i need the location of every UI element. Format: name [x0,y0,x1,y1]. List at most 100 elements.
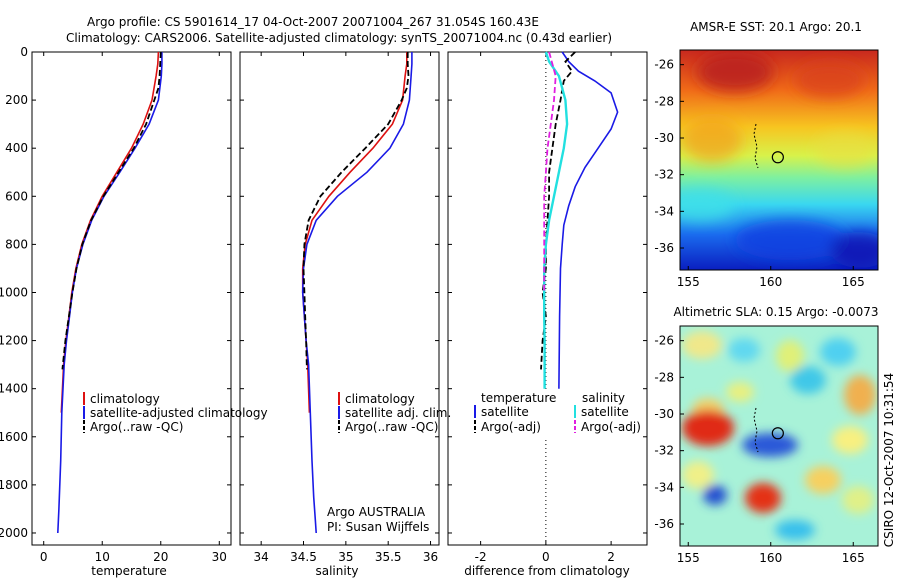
sla-eddy [776,340,804,372]
sst-map-frame [679,49,879,271]
map-x-tick-label: 155 [677,551,700,565]
series-line-salinity-satellite [543,51,569,389]
x-tick-label: 36 [423,550,438,564]
y-tick-label: 0 [20,45,28,59]
sla-eddy [844,375,876,415]
salinity-annotation-line2: PI: Susan Wijffels [327,520,429,534]
legend-temperature-header: temperature [481,391,556,405]
map-y-tick-label: -36 [654,241,674,255]
y-tick-label: 200 [5,93,28,107]
sla-eddy-hot [682,410,734,446]
y-tick-label: 400 [5,141,28,155]
sst-mild-blob [815,132,875,168]
x-tick-label: 2 [607,550,615,564]
x-tick-label: 20 [153,550,168,564]
salinity-panel-frame [239,51,440,546]
x-tick-label: 35 [338,550,353,564]
sla-map-frame [679,325,879,547]
temperature-legend: climatology satellite-adjusted climatolo… [83,392,268,434]
legend-label-temp-argo: Argo(-adj) [481,420,541,434]
sla-eddy [820,338,856,366]
y-tick-label: 1400 [0,382,28,396]
sst-map-title: AMSR-E SST: 20.1 Argo: 20.1 [690,20,862,34]
sst-mild-blob [682,118,742,162]
legend-label-argo: Argo(..raw -QC) [345,420,438,434]
salinity-legend: climatology satellite adj. clim. Argo(..… [338,392,451,434]
map-x-tick-label: 165 [842,551,865,565]
sla-eddy [726,382,754,402]
x-tick-label: 34 [254,550,269,564]
legend-label-sal-argo: Argo(-adj) [581,420,641,434]
legend-label-climatology: climatology [345,392,415,406]
legend-label-temp-satellite: satellite [481,405,529,419]
sla-map-field [680,326,878,546]
difference-legend-bg [470,389,614,437]
sla-eddy-hot [745,483,781,513]
y-tick-label: 1000 [0,285,28,299]
sla-eddy [728,338,760,362]
difference-panel-frame [447,51,648,546]
sla-map-title: Altimetric SLA: 0.15 Argo: -0.0073 [673,305,878,319]
series-line-temperature-satellite [558,51,619,389]
sst-cold-blob [830,232,878,268]
legend-salinity-header: salinity [582,391,625,405]
difference-xlabel: difference from climatology [464,564,630,578]
salinity-annotation-line1: Argo AUSTRALIA [327,505,426,519]
x-tick-label: 10 [95,550,110,564]
figure-title-line1: Argo profile: CS 5901614_17 04-Oct-2007 … [87,15,539,29]
map-y-tick-label: -30 [654,131,674,145]
sla-eddy [805,466,841,494]
map-y-tick-label: -28 [654,94,674,108]
salinity-xlabel: salinity [315,564,358,578]
sst-map-field [680,50,878,270]
map-y-tick-label: -34 [654,480,674,494]
sla-eddy [832,426,868,454]
series-line-climatology [301,52,408,413]
series-line-climatology [60,51,160,413]
map-x-tick-label: 165 [842,275,865,289]
series-line-argo-raw-qc- [61,51,162,370]
x-tick-label: 34.5 [290,550,317,564]
y-tick-label: 1800 [0,478,28,492]
map-y-tick-label: -32 [654,444,674,458]
sla-eddy [842,486,874,514]
sla-eddy [775,520,815,540]
series-line-argo-raw-qc- [302,52,410,370]
x-tick-label: 0 [40,550,48,564]
y-tick-label: 1600 [0,430,28,444]
temperature-panel-frame [31,51,232,546]
sla-eddy [742,433,798,457]
figure-title-line2: Climatology: CARS2006. Satellite-adjuste… [66,31,612,45]
map-x-tick-label: 160 [759,275,782,289]
map-y-tick-label: -34 [654,204,674,218]
map-y-tick-label: -32 [654,168,674,182]
series-line-satellite-adj-clim- [301,52,413,534]
legend-label-sal-satellite: satellite [581,405,629,419]
map-x-tick-label: 155 [677,275,700,289]
sla-argo-marker [771,427,784,440]
sst-warm-blob [697,52,773,92]
sla-eddy [790,366,826,394]
y-tick-label: 1200 [0,334,28,348]
map-y-tick-label: -26 [654,334,674,348]
y-tick-label: 2000 [0,526,28,540]
y-tick-label: 600 [5,189,28,203]
x-tick-label: -2 [475,550,487,564]
series-line-temperature-argo-adj- [540,51,576,370]
map-y-tick-label: -36 [654,517,674,531]
legend-label-satellite-adjusted: satellite-adjusted climatology [90,406,268,420]
temperature-xlabel: temperature [91,564,166,578]
x-tick-label: 35.5 [375,550,402,564]
sla-eddy [703,485,727,505]
difference-legend: temperature salinity satellite Argo(-adj… [470,389,641,437]
map-y-tick-label: -28 [654,370,674,384]
sst-warm-blob [795,62,865,98]
sst-cool-blob [680,189,735,221]
legend-label-climatology: climatology [90,392,160,406]
legend-label-argo: Argo(..raw -QC) [90,420,183,434]
legend-label-satellite-adj: satellite adj. clim. [345,406,451,420]
sst-cool-blob [735,220,845,260]
sst-argo-marker [771,151,784,164]
